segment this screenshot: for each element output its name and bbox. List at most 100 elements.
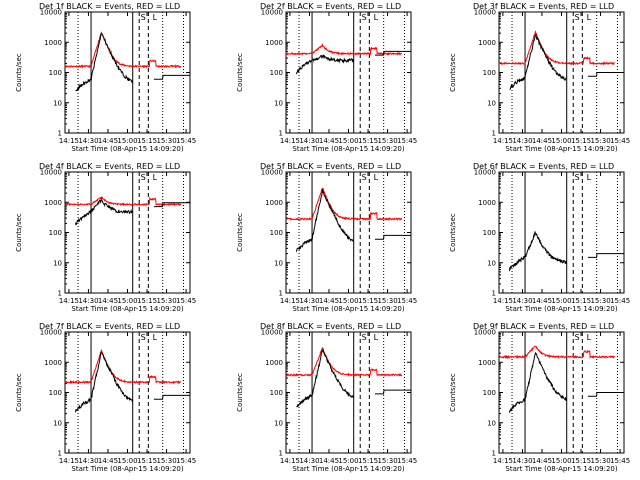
x-tick-label: 15:30 bbox=[377, 137, 397, 145]
marker-label: S bbox=[362, 173, 367, 182]
y-tick-label: 10000 bbox=[40, 329, 62, 337]
panel-9: Det 9f BLACK = Events, RED = LLD 1 10 100 10… bbox=[449, 322, 630, 473]
panel-6: Det 6f BLACK = Events, RED = LLD 1 10 100 10… bbox=[449, 162, 630, 313]
y-tick-label: 10 bbox=[53, 99, 62, 107]
x-tick-label: 14:15 bbox=[59, 457, 79, 465]
events-series-line bbox=[509, 230, 624, 272]
y-tick-label: 1 bbox=[58, 130, 62, 138]
y-tick-label: 1000 bbox=[44, 359, 62, 367]
y-tick-label: 10 bbox=[53, 419, 62, 427]
panel-title: Det 3f BLACK = Events, RED = LLD bbox=[473, 2, 614, 11]
y-axis-label: Counts/sec bbox=[236, 53, 244, 92]
marker-label: L bbox=[587, 13, 592, 22]
x-axis-label: Start Time (08-Apr-15 14:09:20) bbox=[71, 145, 183, 153]
x-tick-label: 15:45 bbox=[176, 137, 196, 145]
x-tick-label: 15:45 bbox=[610, 457, 630, 465]
x-tick-label: 15:15 bbox=[571, 457, 591, 465]
events-series-line bbox=[296, 50, 411, 75]
x-tick-label: 15:30 bbox=[377, 457, 397, 465]
y-tick-label: 10000 bbox=[474, 9, 496, 17]
x-tick-label: 15:30 bbox=[590, 457, 610, 465]
x-tick-label: 15:30 bbox=[590, 297, 610, 305]
x-tick-label: 14:45 bbox=[532, 297, 552, 305]
marker-label: S bbox=[141, 13, 146, 22]
x-tick-label: 14:45 bbox=[319, 297, 339, 305]
x-axis-label: Start Time (08-Apr-15 14:09:20) bbox=[292, 305, 404, 313]
panel-title: Det 4f BLACK = Events, RED = LLD bbox=[39, 162, 180, 171]
y-tick-label: 1 bbox=[279, 130, 283, 138]
x-tick-label: 14:15 bbox=[59, 137, 79, 145]
lld-series-line bbox=[498, 30, 615, 66]
marker-label: L bbox=[153, 13, 158, 22]
plot-frame bbox=[285, 11, 412, 134]
x-tick-label: 15:00 bbox=[338, 297, 358, 305]
x-tick-label: 14:30 bbox=[512, 457, 532, 465]
y-axis-label: Counts/sec bbox=[449, 213, 457, 252]
x-tick-label: 14:45 bbox=[98, 457, 118, 465]
plot-frame bbox=[64, 11, 191, 134]
panel-1: Det 1f BLACK = Events, RED = LLD 1 10 100 10… bbox=[15, 2, 196, 153]
marker-label: S bbox=[362, 13, 367, 22]
events-series-line bbox=[75, 33, 190, 92]
y-tick-label: 1000 bbox=[478, 39, 496, 47]
x-axis-label: Start Time (08-Apr-15 14:09:20) bbox=[505, 465, 617, 473]
y-tick-label: 100 bbox=[483, 389, 496, 397]
marker-label: S bbox=[141, 173, 146, 182]
y-tick-label: 10000 bbox=[261, 329, 283, 337]
x-tick-label: 15:00 bbox=[117, 457, 137, 465]
x-tick-label: 15:15 bbox=[571, 137, 591, 145]
x-tick-label: 15:45 bbox=[610, 297, 630, 305]
y-tick-label: 10 bbox=[53, 259, 62, 267]
x-axis-label: Start Time (08-Apr-15 14:09:20) bbox=[505, 305, 617, 313]
marker-label: S bbox=[575, 13, 580, 22]
y-tick-label: 10000 bbox=[40, 169, 62, 177]
y-axis-label: Counts/sec bbox=[236, 373, 244, 412]
lld-series-line bbox=[64, 31, 182, 69]
y-tick-label: 100 bbox=[49, 69, 62, 77]
panel-title: Det 1f BLACK = Events, RED = LLD bbox=[39, 2, 180, 11]
events-series-line bbox=[509, 33, 624, 90]
x-tick-label: 14:30 bbox=[299, 137, 319, 145]
panel-title: Det 9f BLACK = Events, RED = LLD bbox=[473, 322, 614, 331]
y-tick-label: 1 bbox=[492, 130, 496, 138]
lld-series-line bbox=[64, 349, 182, 385]
y-tick-label: 1000 bbox=[265, 359, 283, 367]
x-tick-label: 14:15 bbox=[280, 457, 300, 465]
x-tick-label: 14:15 bbox=[280, 297, 300, 305]
y-axis-label: Counts/sec bbox=[15, 373, 23, 412]
panel-7: Det 7f BLACK = Events, RED = LLD 1 10 100 10… bbox=[15, 322, 196, 473]
x-tick-label: 14:15 bbox=[493, 297, 513, 305]
x-axis-label: Start Time (08-Apr-15 14:09:20) bbox=[71, 465, 183, 473]
x-tick-label: 15:15 bbox=[571, 297, 591, 305]
y-tick-label: 1 bbox=[492, 290, 496, 298]
y-tick-label: 1 bbox=[492, 450, 496, 458]
marker-label: L bbox=[374, 333, 379, 342]
x-tick-label: 15:45 bbox=[397, 137, 417, 145]
y-tick-label: 10 bbox=[487, 259, 496, 267]
panel-title: Det 8f BLACK = Events, RED = LLD bbox=[260, 322, 401, 331]
lld-series-line bbox=[285, 43, 403, 57]
y-tick-label: 1000 bbox=[478, 359, 496, 367]
y-tick-label: 1000 bbox=[44, 199, 62, 207]
y-tick-label: 10 bbox=[274, 419, 283, 427]
x-tick-label: 15:45 bbox=[176, 457, 196, 465]
x-tick-label: 14:45 bbox=[98, 137, 118, 145]
plot-frame bbox=[498, 171, 625, 294]
x-tick-label: 15:30 bbox=[377, 297, 397, 305]
x-tick-label: 15:00 bbox=[338, 137, 358, 145]
marker-label: L bbox=[374, 173, 379, 182]
x-tick-label: 14:45 bbox=[98, 297, 118, 305]
y-tick-label: 10000 bbox=[40, 9, 62, 17]
plot-frame bbox=[64, 331, 191, 454]
marker-label: S bbox=[575, 333, 580, 342]
events-series-line bbox=[75, 197, 190, 226]
x-tick-label: 14:30 bbox=[78, 137, 98, 145]
x-tick-label: 14:30 bbox=[78, 457, 98, 465]
x-tick-label: 15:00 bbox=[338, 457, 358, 465]
x-tick-label: 15:30 bbox=[156, 137, 176, 145]
y-axis-label: Counts/sec bbox=[449, 53, 457, 92]
x-tick-label: 15:15 bbox=[358, 297, 378, 305]
x-axis-label: Start Time (08-Apr-15 14:09:20) bbox=[292, 465, 404, 473]
y-tick-label: 100 bbox=[270, 229, 283, 237]
